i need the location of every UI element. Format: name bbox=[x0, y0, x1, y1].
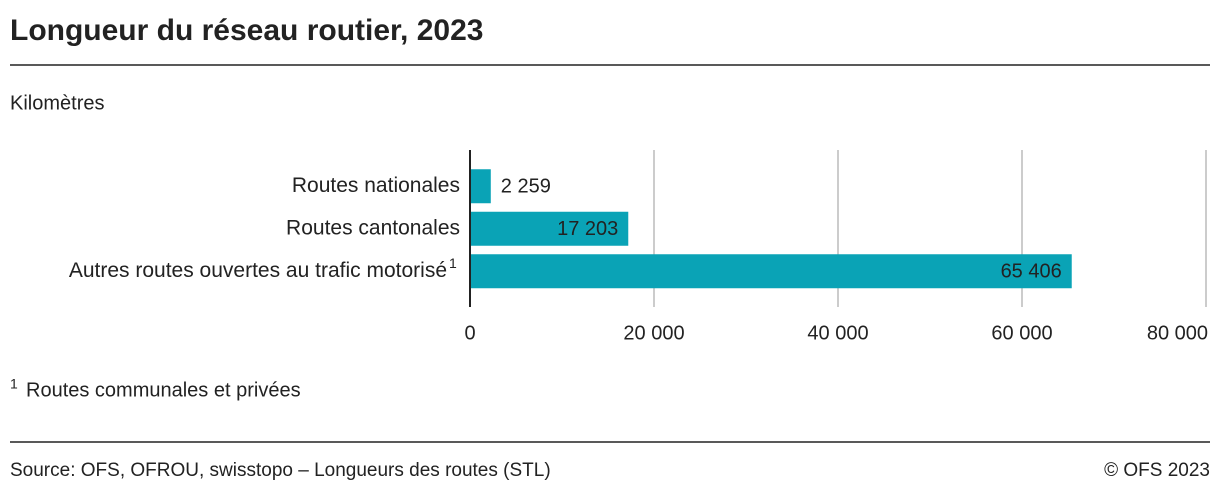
chart-title: Longueur du réseau routier, 2023 bbox=[10, 14, 483, 47]
x-tick-label: 40 000 bbox=[807, 322, 868, 344]
x-tick-label: 0 bbox=[464, 322, 475, 344]
footnote: Routes communales et privées bbox=[26, 379, 301, 401]
bar bbox=[470, 211, 629, 246]
source: Source: OFS, OFROU, swisstopo – Longueur… bbox=[10, 460, 551, 481]
footnote-marker: 1 bbox=[10, 376, 18, 392]
y-tick-label: Routes nationales bbox=[292, 174, 460, 197]
bar bbox=[470, 169, 491, 204]
bar bbox=[470, 254, 1072, 289]
y-tick-label: Autres routes ouvertes au trafic motoris… bbox=[69, 259, 447, 282]
copyright: © OFS 2023 bbox=[1104, 460, 1210, 481]
x-tick-label: 80 000 bbox=[1147, 322, 1208, 344]
subtitle: Kilomètres bbox=[10, 92, 104, 114]
value-label: 65 406 bbox=[1001, 261, 1062, 283]
footnote-marker: 1 bbox=[449, 255, 457, 271]
value-label: 2 259 bbox=[501, 176, 551, 198]
y-tick-label: Routes cantonales bbox=[286, 216, 460, 239]
x-tick-label: 60 000 bbox=[991, 322, 1052, 344]
x-tick-label: 20 000 bbox=[623, 322, 684, 344]
value-label: 17 203 bbox=[557, 218, 618, 240]
